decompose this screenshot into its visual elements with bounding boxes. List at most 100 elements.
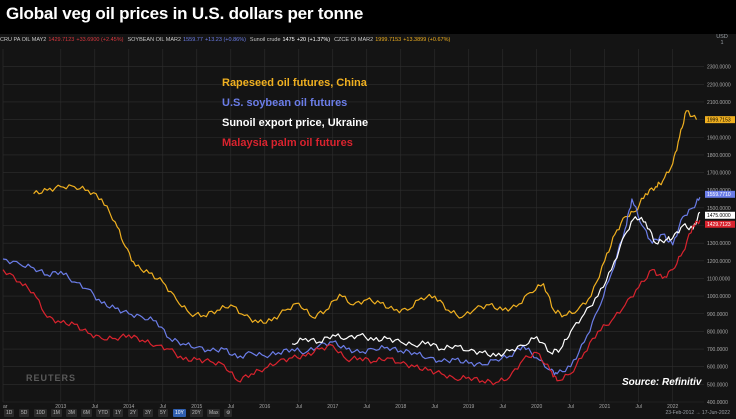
last-value-tag [705, 190, 735, 198]
last-value-tag-label: 1475.0000 [707, 213, 731, 219]
unit-selector[interactable]: USD 1 [712, 34, 732, 46]
y-tick-label: 1000.0000 [707, 294, 731, 300]
range-button-6m[interactable]: 6M [81, 409, 92, 417]
legend-entry: Rapeseed oil futures, China [222, 77, 368, 89]
y-tick-label: 1800.0000 [707, 153, 731, 159]
source-note: Source: Refinitiv [622, 377, 703, 388]
x-tick-label: 2013 [55, 404, 66, 410]
last-value-tag-label: 1429.7123 [707, 222, 731, 228]
y-tick-label: 1900.0000 [707, 135, 731, 141]
x-tick-label: Jul [432, 404, 438, 410]
last-value-tag-label: 1559.7710 [707, 192, 731, 198]
y-tick-label: 700.0000 [707, 347, 728, 353]
price-chart: 400.0000 500.0000 600.0000 700.0000 800.0000… [2, 49, 735, 410]
info-value: 1475 [282, 37, 295, 43]
x-tick-label: 2015 [191, 404, 202, 410]
legend-entry: U.S. soybean oil futures [222, 97, 347, 109]
range-button-3m[interactable]: 3M [66, 409, 77, 417]
last-value-tag [705, 220, 735, 228]
x-tick-label: Jul [500, 404, 506, 410]
y-tick-label: 800.0000 [707, 329, 728, 335]
y-tick-label: 1100.0000 [707, 276, 730, 282]
info-item: Sunoil crude 1475 +20 (+1.37%) [250, 37, 332, 43]
info-value: 1429.7123 [48, 37, 75, 43]
series-line-rapeseed [33, 110, 698, 324]
x-tick-label: 2017 [327, 404, 338, 410]
currency-selector[interactable]: USD [716, 34, 728, 40]
y-tick-label: 1700.0000 [707, 171, 731, 177]
x-tick-label: 2022 [667, 404, 678, 410]
range-button-max[interactable]: Max [207, 409, 221, 417]
info-value: 1999.7153 [375, 37, 402, 43]
y-tick-label: 2100.0000 [707, 100, 731, 106]
series-line-sunoil [291, 211, 701, 358]
y-tick-label: 2300.0000 [707, 65, 731, 71]
range-button-10d[interactable]: 10D [34, 409, 48, 417]
range-button-20y[interactable]: 20Y [190, 409, 203, 417]
x-tick-label: Jul [92, 404, 98, 410]
y-tick-label: 900.0000 [707, 312, 728, 318]
info-value: 1559.77 [183, 37, 203, 43]
info-item: SOYBEAN OIL MAR2 1559.77 +13.23 (+0.86%) [127, 37, 247, 43]
info-item: CZCE OI MAR2 1999.7153 +13.3899 (+0.67%) [334, 37, 452, 43]
date-range-readout: 23-Feb-2012 → 17-Jun-2022 [665, 410, 731, 416]
grid [2, 49, 704, 403]
x-tick-label: 2021 [599, 404, 610, 410]
x-tick-label: 2020 [531, 404, 542, 410]
y-tick-label: 1500.0000 [707, 206, 731, 212]
range-button-1d[interactable]: 1D [4, 409, 15, 417]
range-button-10y[interactable]: 10Y [173, 409, 186, 417]
info-label: Sunoil crude [249, 37, 281, 43]
range-button-5d[interactable]: 5D [19, 409, 30, 417]
chart-panel: CRU PA OIL MAY2 1429.7123 +33.6900 (+2.45%… [0, 34, 736, 419]
x-tick-label: 2018 [395, 404, 406, 410]
x-tick-label: Jul [160, 404, 166, 410]
range-button-1m[interactable]: 1M [51, 409, 62, 417]
x-tick-label: Jul [364, 404, 370, 410]
legend: Rapeseed oil futures, China U.S. soybean … [222, 77, 368, 149]
x-tick-label: Jul [228, 404, 234, 410]
y-tick-label: 1200.0000 [707, 259, 731, 265]
info-label: CZCE OI MAR2 [334, 37, 374, 43]
x-tick-label: Jul [296, 404, 302, 410]
range-button-1y[interactable]: 1Y [113, 409, 124, 417]
x-tick-label: 2019 [463, 404, 474, 410]
info-change: +13.23 (+0.86%) [204, 37, 246, 43]
info-label: CRU PA OIL MAY2 [0, 37, 47, 43]
x-tick-label: Jul [568, 404, 574, 410]
x-tick-label: Jul [636, 404, 642, 410]
y-tick-label: 500.0000 [707, 382, 728, 388]
info-label: SOYBEAN OIL MAR2 [127, 37, 182, 43]
last-value-tag [705, 116, 735, 124]
reuters-watermark: REUTERS [26, 373, 76, 383]
x-tick-label: 2014 [123, 404, 134, 410]
series-line-soybean [2, 197, 701, 376]
legend-entry: Malaysia palm oil futures [222, 137, 353, 149]
range-selector-bar: 23-Feb-2012 → 17-Jun-2022 1D 5D 10D 1M 3M 6M Y… [0, 408, 736, 419]
info-change: +33.6900 (+2.45%) [76, 37, 124, 43]
instrument-info-bar: CRU PA OIL MAY2 1429.7123 +33.6900 (+2.45%… [0, 34, 736, 47]
range-button-3y[interactable]: 3Y [143, 409, 154, 417]
range-button-2y[interactable]: 2Y [128, 409, 139, 417]
info-change: +13.3899 (+0.67%) [403, 37, 451, 43]
settings-gear-icon[interactable]: ⚙ [224, 409, 233, 417]
series-lines [2, 110, 701, 386]
legend-entry: Sunoil export price, Ukraine [222, 117, 368, 129]
y-tick-label: 2200.0000 [707, 82, 731, 88]
last-value-tag [705, 211, 735, 219]
y-tick-label: 1300.0000 [707, 241, 731, 247]
y-tick-label: 400.0000 [707, 400, 728, 406]
y-tick-label: 600.0000 [707, 365, 728, 371]
scale-selector[interactable]: 1 [720, 40, 724, 46]
info-change: +20 (+1.37%) [296, 37, 331, 43]
x-tick-label: ar [3, 404, 8, 410]
series-line-palm [2, 219, 701, 386]
info-item: CRU PA OIL MAY2 1429.7123 +33.6900 (+2.45%… [0, 37, 125, 43]
x-axis: ar 2013 Jul 2014 Jul 2015 Jul 2016 Jul 2017 Jul 201… [3, 404, 679, 410]
last-value-tag-label: 1999.7153 [707, 117, 731, 123]
chart-title: Global veg oil prices in U.S. dollars pe… [6, 4, 364, 23]
range-button-5y[interactable]: 5Y [158, 409, 169, 417]
x-tick-label: 2016 [259, 404, 270, 410]
last-value-tags: 1999.7153 1559.7710 1475.0000 1429.7123 [705, 116, 735, 228]
range-button-ytd[interactable]: YTD [96, 409, 110, 417]
